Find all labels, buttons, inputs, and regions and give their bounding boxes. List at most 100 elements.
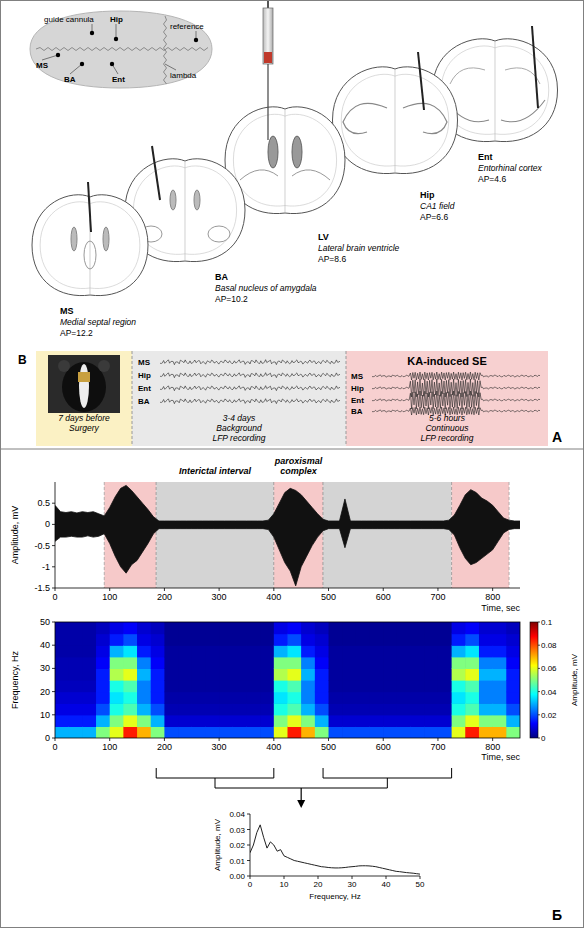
heat-cell: [493, 668, 507, 680]
heat-cell: [342, 645, 356, 657]
x-tick: [383, 588, 384, 591]
y-axis-title: Amplitude, mV: [213, 818, 222, 871]
heat-cell: [69, 657, 83, 669]
heat-cell: [438, 657, 452, 669]
electrode: [532, 26, 538, 108]
heat-cell: [233, 668, 247, 680]
skull-label: MS: [36, 61, 49, 70]
heat-cell: [137, 680, 151, 692]
heat-cell: [151, 668, 165, 680]
heat-cell: [246, 703, 260, 715]
heat-cell: [274, 680, 288, 692]
heat-cell: [438, 692, 452, 704]
x-tick: [219, 738, 220, 741]
heat-cell: [123, 657, 137, 669]
heat-cell: [493, 622, 507, 634]
heat-cell: [479, 634, 493, 646]
y-tick-label: 0.5: [37, 498, 50, 508]
slice-name: Basal nucleus of amygdala: [215, 283, 317, 293]
heat-cell: [493, 715, 507, 727]
heat-cell: [164, 726, 178, 738]
heat-cell: [301, 680, 315, 692]
syringe: [263, 1, 273, 140]
heat-cell: [288, 680, 302, 692]
heat-cell: [164, 668, 178, 680]
heat-cell: [479, 715, 493, 727]
channel-label: Hip: [351, 384, 364, 393]
heat-cell: [424, 692, 438, 704]
heat-cell: [246, 692, 260, 704]
heat-cell: [329, 657, 343, 669]
structure: [208, 226, 230, 242]
arrow-head: [297, 800, 305, 808]
heat-cell: [452, 657, 466, 669]
heat-cell: [424, 622, 438, 634]
heat-cell: [205, 622, 219, 634]
colorbar-tick: [538, 668, 540, 669]
brackets: [156, 768, 451, 808]
x-tick: [328, 738, 329, 741]
panel-divider: [0, 449, 584, 450]
heat-cell: [192, 657, 206, 669]
heat-cell: [69, 634, 83, 646]
lfp-trace: [372, 372, 540, 380]
heat-cell: [192, 634, 206, 646]
heat-cell: [192, 715, 206, 727]
heat-cell: [178, 645, 192, 657]
region-edge: [323, 482, 324, 588]
heat-cell: [301, 703, 315, 715]
region-edge: [156, 482, 157, 588]
heat-cell: [219, 622, 233, 634]
lfp-trace: [160, 399, 340, 404]
liquid: [264, 52, 272, 63]
heat-cell: [370, 645, 384, 657]
heat-cell: [137, 622, 151, 634]
heat-cell: [342, 715, 356, 727]
heat-cell: [192, 622, 206, 634]
heat-cell: [479, 622, 493, 634]
y-tick: [247, 876, 250, 877]
heat-cell: [506, 715, 520, 727]
slice-name: Medial septal region: [60, 317, 136, 327]
heat-cell: [164, 634, 178, 646]
heat-cell: [356, 680, 370, 692]
heat-cell: [260, 634, 274, 646]
x-tick-label: 800: [485, 742, 500, 752]
heat-cell: [301, 692, 315, 704]
heat-cell: [137, 703, 151, 715]
electrode-point: [110, 62, 114, 66]
x-tick-label: 30: [348, 880, 357, 889]
heat-cell: [110, 703, 124, 715]
colorbar-tick: [538, 691, 540, 692]
heat-cell: [164, 622, 178, 634]
heat-cell: [219, 680, 233, 692]
heat-cell: [288, 692, 302, 704]
heat-cell: [205, 715, 219, 727]
x-tick-label: 500: [321, 742, 336, 752]
x-tick-label: 600: [376, 742, 391, 752]
heat-cell: [342, 703, 356, 715]
heat-cell: [342, 680, 356, 692]
heat-cell: [370, 634, 384, 646]
heat-cell: [123, 726, 137, 738]
y-axis-title: Frequency, Hz: [10, 651, 20, 709]
colorbar: [530, 622, 538, 738]
photo-stripe: [79, 364, 89, 408]
heat-cell: [356, 715, 370, 727]
heat-cell: [411, 645, 425, 657]
heat-cell: [110, 668, 124, 680]
heat-cell: [96, 692, 110, 704]
channel-label: Ent: [351, 396, 364, 405]
x-tick-label: 40: [382, 880, 391, 889]
heat-cell: [506, 645, 520, 657]
x-tick: [318, 876, 319, 879]
slice-ap: AP=12.2: [60, 328, 93, 338]
heat-cell: [479, 645, 493, 657]
heat-cell: [219, 692, 233, 704]
heat-cell: [69, 692, 83, 704]
structure: [292, 136, 302, 168]
heat-cell: [315, 726, 329, 738]
heat-cell: [123, 622, 137, 634]
structure: [103, 227, 109, 251]
channel-label: Hip: [138, 371, 151, 380]
